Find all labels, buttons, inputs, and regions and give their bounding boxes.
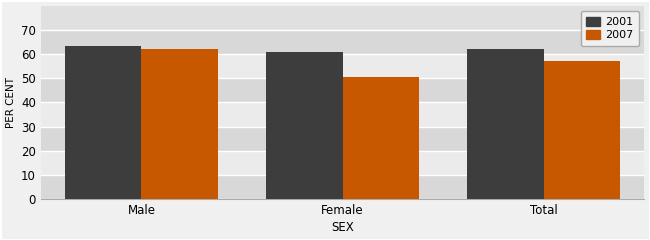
X-axis label: SEX: SEX [332, 222, 354, 234]
Bar [343, 77, 419, 199]
Y-axis label: PER CENT: PER CENT [6, 77, 16, 128]
Bar [41, 127, 644, 151]
Bar [41, 78, 644, 102]
Bar [142, 49, 218, 199]
Bar [41, 102, 644, 127]
Bar [41, 151, 644, 175]
Bar [544, 61, 620, 199]
Bar [41, 175, 644, 199]
Bar [266, 52, 343, 199]
Bar [41, 54, 644, 78]
Bar [65, 46, 142, 199]
Legend: 2001, 2007: 2001, 2007 [580, 11, 639, 46]
Bar [41, 30, 644, 54]
Bar [467, 49, 544, 199]
